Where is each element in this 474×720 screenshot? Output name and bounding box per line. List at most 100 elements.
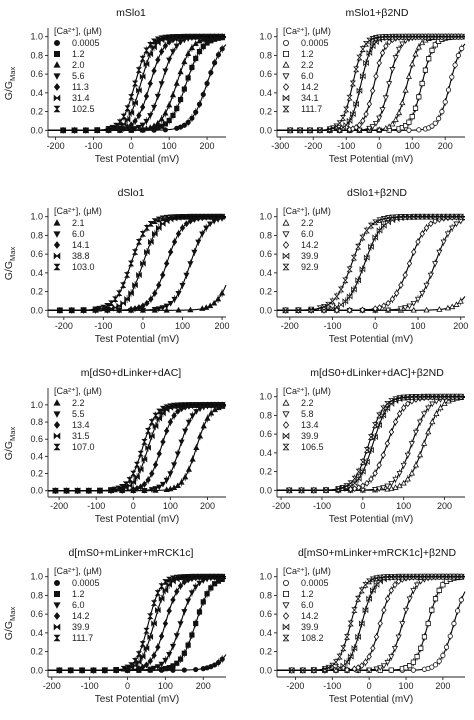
fit-curve — [48, 576, 226, 671]
x-tick-label: 100 — [399, 681, 414, 691]
legend-label: 31.5 — [72, 431, 90, 441]
data-point — [414, 296, 422, 303]
fit-curve — [277, 36, 465, 131]
data-point — [85, 487, 92, 494]
data-point — [440, 213, 447, 220]
data-point — [177, 582, 184, 590]
data-point — [170, 663, 176, 669]
data-point — [177, 656, 184, 662]
data-point — [356, 54, 363, 61]
data-point — [169, 91, 177, 98]
data-point — [137, 466, 144, 473]
data-point — [174, 451, 181, 458]
y-tick-label: 0.6 — [30, 609, 43, 619]
y-tick-label: 1.0 — [259, 392, 272, 402]
data-point — [173, 34, 180, 40]
data-point — [207, 33, 214, 40]
data-point — [136, 112, 142, 119]
legend-marker — [282, 73, 290, 80]
data-point — [203, 573, 211, 580]
series-points — [56, 573, 226, 674]
data-point — [370, 587, 376, 594]
data-point — [215, 573, 222, 580]
legend-label: 5.8 — [301, 409, 314, 419]
data-point — [444, 231, 452, 238]
x-tick-label: -200 — [47, 141, 65, 151]
data-point — [425, 405, 432, 412]
data-point — [60, 127, 67, 134]
y-tick-label: 0.2 — [259, 287, 272, 297]
data-point — [162, 42, 169, 50]
data-point — [380, 663, 387, 669]
data-point — [342, 277, 349, 284]
data-point — [196, 580, 203, 587]
data-point — [154, 590, 161, 596]
x-tick-label: 0 — [131, 501, 136, 511]
data-point — [406, 213, 413, 220]
data-point — [347, 653, 354, 660]
data-point — [169, 575, 177, 582]
data-point — [364, 479, 370, 487]
data-point — [200, 43, 206, 50]
data-point — [436, 249, 443, 256]
data-point — [207, 573, 214, 580]
legend-marker — [283, 40, 290, 47]
data-point — [113, 667, 120, 673]
x-axis-label: Test Potential (mV) — [329, 154, 413, 165]
data-point — [183, 272, 190, 279]
plot-area — [48, 573, 227, 674]
data-point — [351, 645, 358, 652]
data-point — [335, 486, 342, 492]
data-point — [185, 573, 192, 580]
data-point — [145, 428, 152, 434]
legend-marker — [53, 94, 61, 102]
data-point — [215, 402, 222, 408]
chart-svg-7: d[mS0+mLinker+mRCK1c] 0.0 0.2 0.4 0.6 0.8 1.0 -… — [3, 547, 227, 705]
y-tick-label: 0.0 — [30, 125, 43, 135]
legend-marker — [53, 443, 61, 451]
data-point — [389, 214, 396, 221]
x-tick-label: -100 — [324, 321, 342, 331]
data-point — [418, 645, 424, 651]
legend-marker — [53, 241, 61, 249]
data-point — [185, 598, 192, 605]
legend-label: 2.1 — [72, 218, 85, 228]
data-point — [392, 581, 398, 589]
data-point — [386, 123, 393, 130]
data-point — [139, 122, 146, 129]
data-point — [436, 587, 442, 593]
chart-title: mSlo1 — [116, 7, 146, 19]
data-point — [453, 221, 460, 228]
data-point — [376, 34, 383, 41]
data-point — [392, 396, 399, 402]
data-point — [203, 225, 210, 232]
plot-area — [48, 33, 227, 134]
data-point — [215, 659, 222, 666]
legend-title: [Ca²⁺], (μM) — [283, 386, 331, 396]
data-point — [133, 461, 141, 468]
data-point — [124, 116, 131, 123]
data-point — [359, 73, 366, 80]
data-point — [455, 608, 461, 614]
data-point — [404, 452, 411, 459]
data-point — [449, 74, 455, 80]
data-point — [158, 81, 165, 87]
chart-svg-4: dSlo1+β2ND 0.0 0.2 0.4 0.6 0.8 1.0 -200 -100 0 100… — [259, 187, 468, 345]
data-point — [151, 44, 157, 51]
data-point — [416, 127, 422, 133]
data-point — [193, 402, 200, 408]
data-point — [368, 446, 374, 454]
legend-label: 14.2 — [72, 611, 90, 621]
data-point — [150, 122, 158, 129]
data-point — [439, 109, 445, 115]
legend-marker — [282, 623, 290, 631]
data-point — [196, 609, 203, 615]
data-point — [173, 43, 180, 50]
data-point — [193, 109, 199, 115]
data-point — [111, 486, 118, 493]
data-point — [155, 643, 161, 651]
chart-svg-1: mSlo1 0.0 0.2 0.4 0.6 0.8 1.0 -200 -100 0 100 200 Te… — [3, 7, 227, 165]
data-point — [154, 93, 161, 100]
legend-label: 106.5 — [301, 442, 324, 452]
data-point — [455, 52, 462, 58]
